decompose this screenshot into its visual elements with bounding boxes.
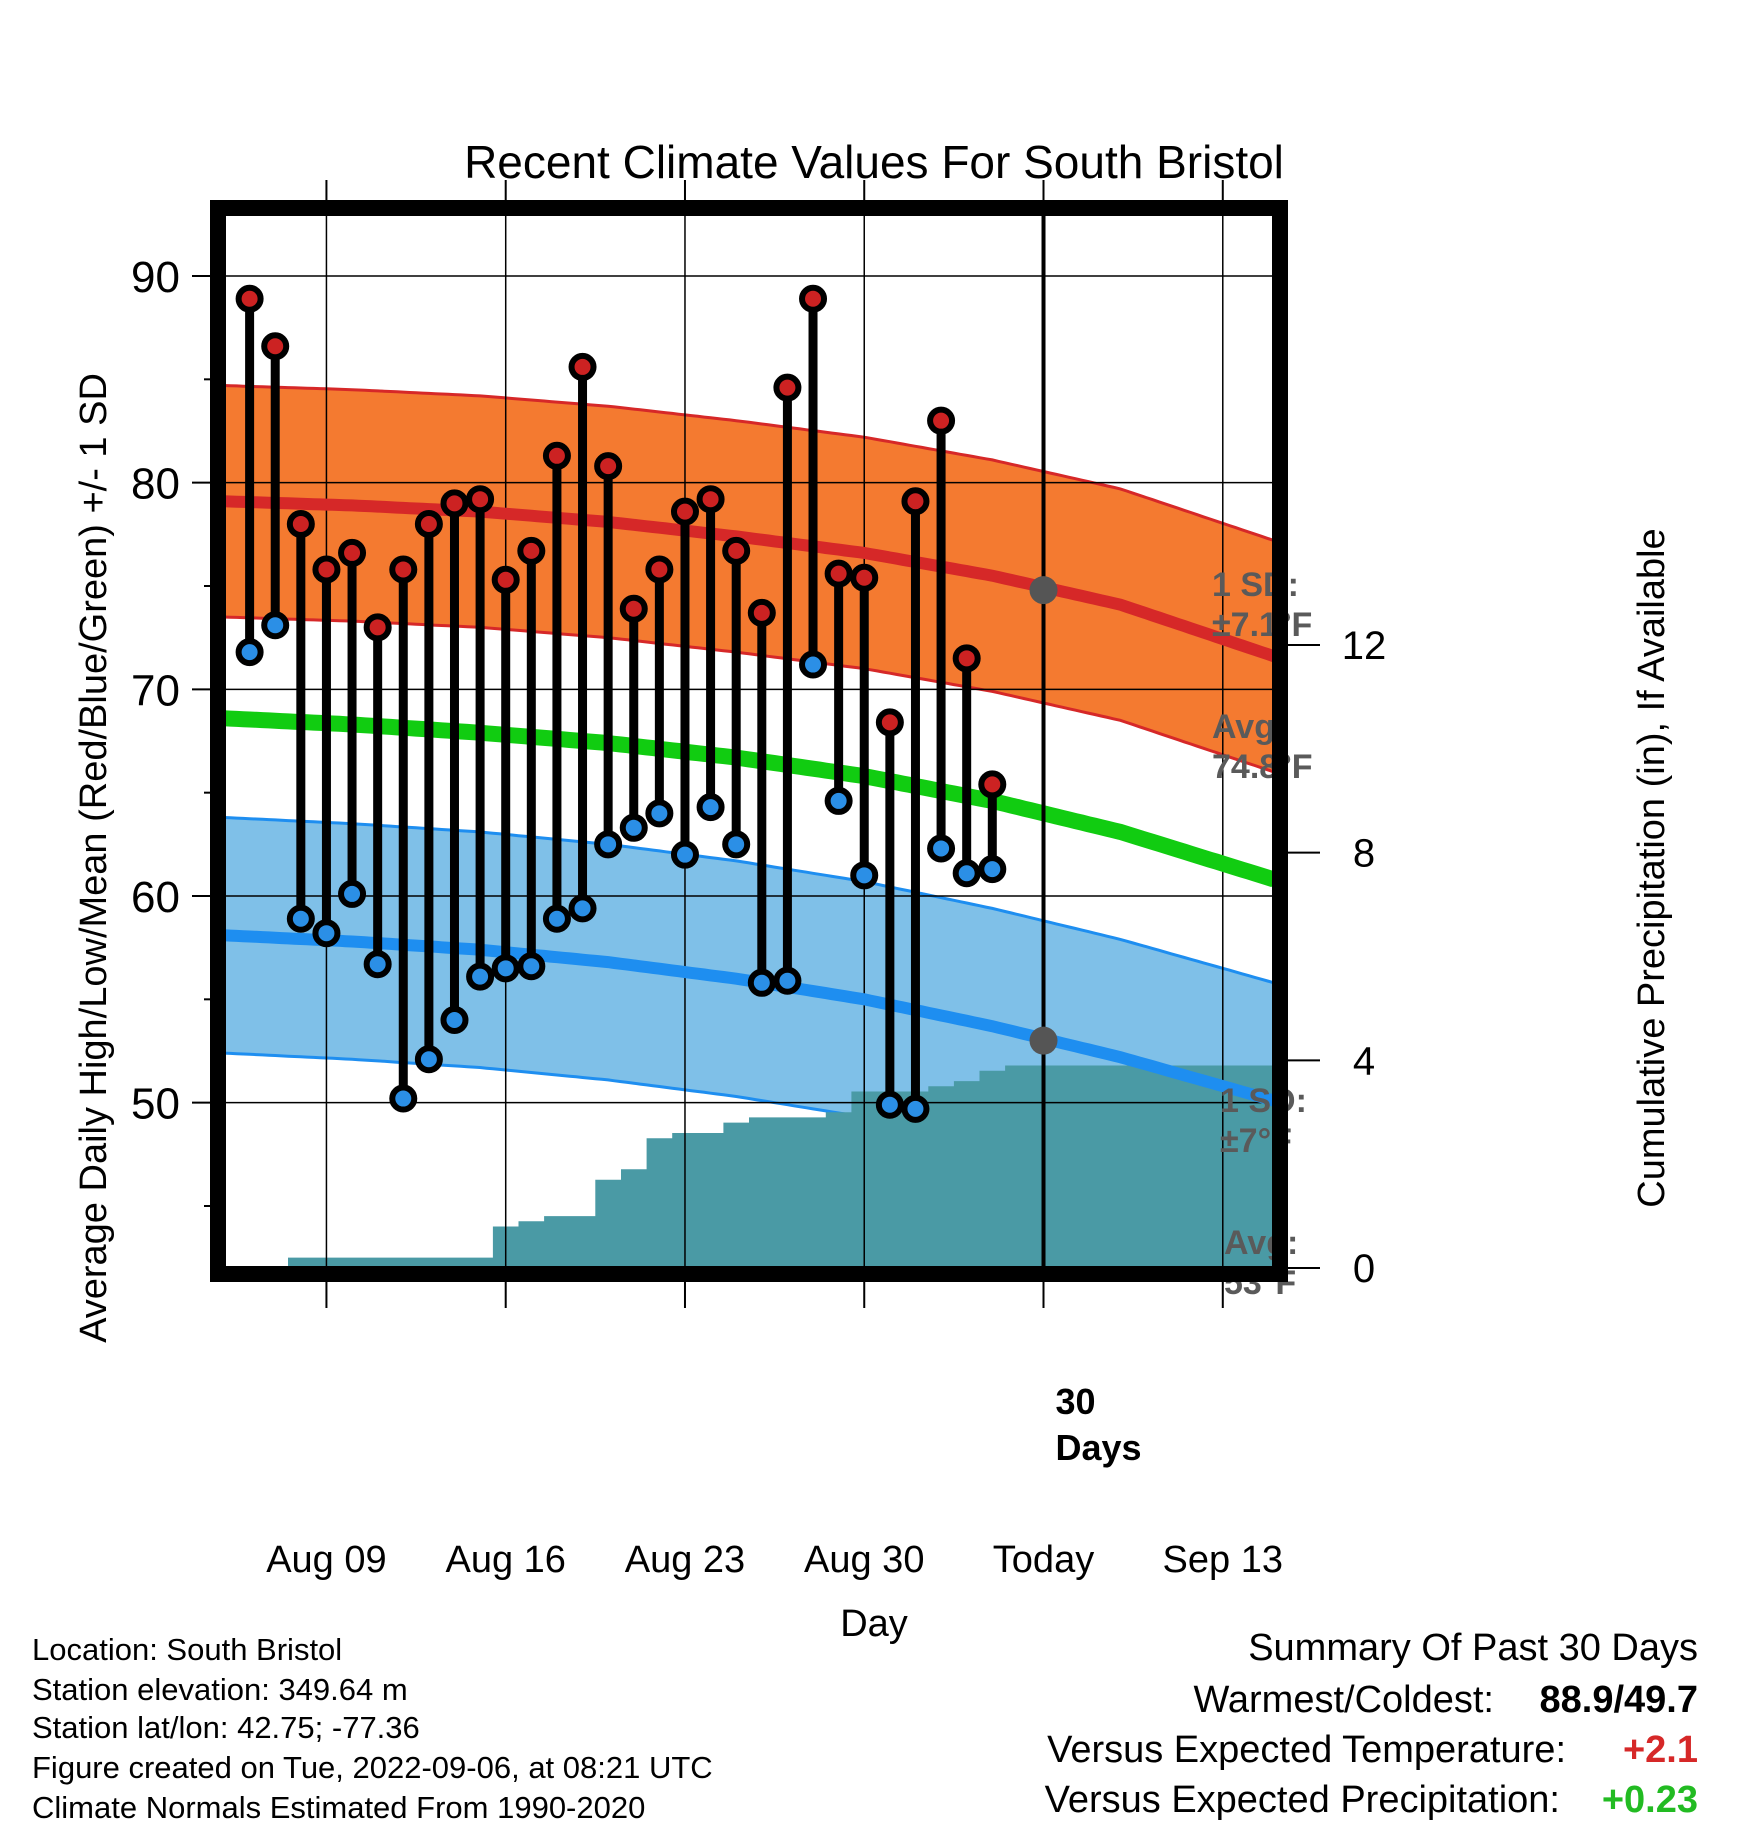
daily-low-point — [546, 908, 568, 930]
daily-low-point — [572, 897, 594, 919]
daily-high-point — [853, 567, 875, 589]
y2-tick-label: 8 — [1353, 832, 1375, 876]
daily-high-point — [290, 513, 312, 535]
daily-high-point — [546, 445, 568, 467]
daily-low-point — [828, 790, 850, 812]
today-high-avg-marker — [1030, 576, 1058, 604]
summary-warm-cold-label: Warmest/Coldest: — [1193, 1679, 1494, 1721]
daily-low-point — [904, 1098, 926, 1120]
summary-precip-value: +0.23 — [1602, 1779, 1698, 1821]
daily-low-point — [981, 858, 1003, 880]
summary-warm-cold-value: 88.9/49.7 — [1540, 1679, 1698, 1721]
daily-low-point — [367, 953, 389, 975]
today-low-avg-marker — [1030, 1027, 1058, 1055]
daily-low-point — [469, 966, 491, 988]
daily-high-point — [828, 563, 850, 585]
summary-title: Summary Of Past 30 Days — [1248, 1627, 1698, 1669]
chart-title: Recent Climate Values For South Bristol — [464, 136, 1284, 188]
daily-low-point — [315, 922, 337, 944]
daily-low-point — [341, 883, 363, 905]
daily-low-point — [725, 833, 747, 855]
x-tick-label: Aug 30 — [804, 1539, 924, 1581]
daily-low-point — [495, 957, 517, 979]
daily-high-point — [751, 602, 773, 624]
daily-low-point — [623, 817, 645, 839]
daily-high-point — [776, 377, 798, 399]
daily-low-point — [674, 844, 696, 866]
daily-low-point — [802, 654, 824, 676]
daily-high-point — [956, 647, 978, 669]
daily-low-point — [879, 1094, 901, 1116]
y-axis-label: Average Daily High/Low/Mean (Red/Blue/Gr… — [73, 373, 115, 1343]
daily-high-point — [700, 488, 722, 510]
y-tick-label: 50 — [131, 1080, 180, 1129]
daily-low-point — [443, 1009, 465, 1031]
footer: Location: South Bristol Station elevatio… — [32, 1632, 713, 1825]
x-tick-label: Aug 23 — [625, 1539, 745, 1581]
daily-high-point — [725, 540, 747, 562]
y-tick-label: 90 — [131, 253, 180, 302]
daily-low-point — [597, 833, 619, 855]
daily-high-point — [315, 558, 337, 580]
daily-high-point — [418, 513, 440, 535]
y-tick-label: 80 — [131, 460, 180, 509]
x-tick-label: Today — [993, 1539, 1094, 1581]
daily-high-point — [802, 288, 824, 310]
daily-high-point — [443, 492, 465, 514]
y2-tick-label: 4 — [1353, 1039, 1375, 1083]
daily-low-point — [392, 1088, 414, 1110]
daily-high-point — [623, 598, 645, 620]
daily-low-point — [751, 972, 773, 994]
daily-low-point — [520, 955, 542, 977]
y2-tick-label: 12 — [1342, 624, 1387, 668]
daily-high-point — [495, 569, 517, 591]
daily-low-point — [853, 864, 875, 886]
y2-axis-label: Cumulative Precipitation (in), If Availa… — [1631, 528, 1673, 1207]
daily-low-point — [290, 908, 312, 930]
x-tick-label: Sep 13 — [1163, 1539, 1283, 1581]
daily-high-point — [264, 335, 286, 357]
y-tick-label: 70 — [131, 666, 180, 715]
x-axis-label: Day — [840, 1603, 908, 1645]
y2-tick-label: 0 — [1353, 1247, 1375, 1291]
daily-low-point — [418, 1048, 440, 1070]
summary-panel: Summary Of Past 30 Days Warmest/Coldest:… — [1045, 1627, 1698, 1821]
daily-high-point — [392, 558, 414, 580]
daily-low-point — [648, 802, 670, 824]
x-tick-label: Aug 09 — [266, 1539, 386, 1581]
daily-high-point — [597, 455, 619, 477]
daily-low-point — [930, 837, 952, 859]
daily-low-point — [700, 796, 722, 818]
daily-high-point — [572, 356, 594, 378]
daily-low-point — [956, 862, 978, 884]
footer-latlon: Station lat/lon: 42.75; -77.36 — [32, 1710, 420, 1745]
y-tick-label: 60 — [131, 873, 180, 922]
daily-low-point — [264, 614, 286, 636]
daily-high-point — [341, 542, 363, 564]
daily-high-point — [904, 490, 926, 512]
footer-created: Figure created on Tue, 2022-09-06, at 08… — [32, 1750, 713, 1785]
footer-elevation: Station elevation: 349.64 m — [32, 1672, 408, 1707]
daily-low-point — [776, 970, 798, 992]
daily-high-point — [367, 616, 389, 638]
daily-high-point — [930, 410, 952, 432]
daily-high-point — [239, 288, 261, 310]
window-label: 30Days — [1056, 1381, 1142, 1468]
footer-location: Location: South Bristol — [32, 1632, 342, 1667]
daily-low-point — [239, 641, 261, 663]
footer-normals: Climate Normals Estimated From 1990-2020 — [32, 1790, 645, 1825]
daily-high-point — [674, 501, 696, 523]
daily-high-point — [469, 488, 491, 510]
x-tick-label: Aug 16 — [445, 1539, 565, 1581]
daily-high-point — [981, 773, 1003, 795]
summary-temp-label: Versus Expected Temperature: — [1047, 1729, 1566, 1771]
summary-temp-value: +2.1 — [1623, 1729, 1698, 1771]
summary-precip-label: Versus Expected Precipitation: — [1045, 1779, 1560, 1821]
daily-high-point — [879, 711, 901, 733]
daily-high-point — [648, 558, 670, 580]
daily-high-point — [520, 540, 542, 562]
